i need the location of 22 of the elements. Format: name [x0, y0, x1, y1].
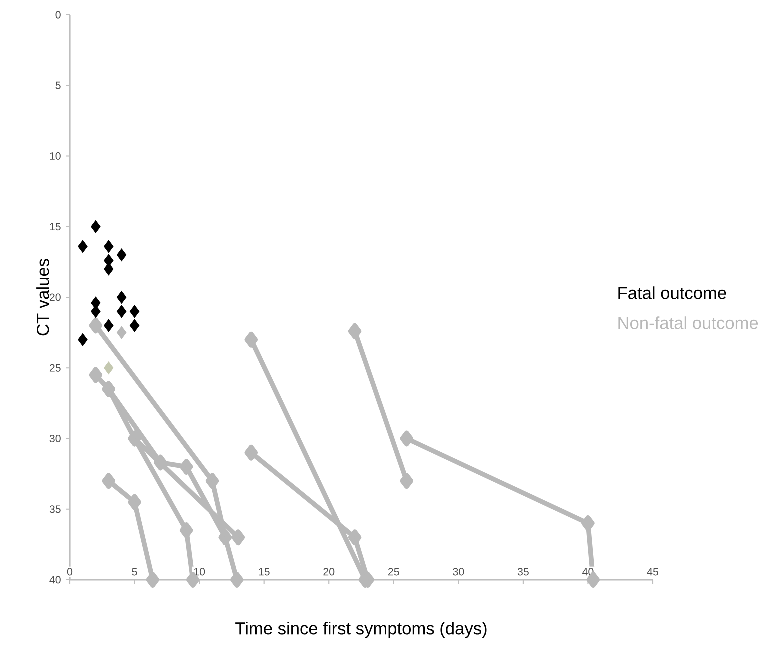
y-tick-label: 40 [50, 576, 61, 584]
x-tick-label: 20 [324, 568, 335, 576]
y-axis-title: CT values [36, 259, 50, 336]
x-tick-label: 45 [647, 568, 658, 576]
y-tick-label: 30 [50, 434, 61, 443]
x-tick-label: 15 [259, 568, 270, 576]
x-tick-label: 35 [518, 568, 529, 576]
y-tick-label: 35 [50, 506, 61, 514]
x-axis-title: Time since first symptoms (days) [236, 622, 487, 638]
y-tick-label: 20 [50, 294, 61, 302]
y-tick-label: 0 [56, 11, 61, 19]
x-tick-label: 30 [453, 568, 464, 576]
y-tick-label: 10 [50, 152, 61, 160]
text: Fatal outcome [618, 286, 726, 300]
x-tick-label: 5 [132, 568, 138, 576]
x-tick-label: 0 [67, 568, 73, 576]
x-tick-label: 10 [194, 568, 206, 576]
y-tick-label: 25 [50, 364, 61, 372]
text: Non-fatal outcome [618, 316, 758, 330]
y-tick-label: 5 [56, 82, 61, 90]
y-tick-label: 15 [50, 223, 61, 231]
x-tick-label: 25 [388, 568, 400, 576]
